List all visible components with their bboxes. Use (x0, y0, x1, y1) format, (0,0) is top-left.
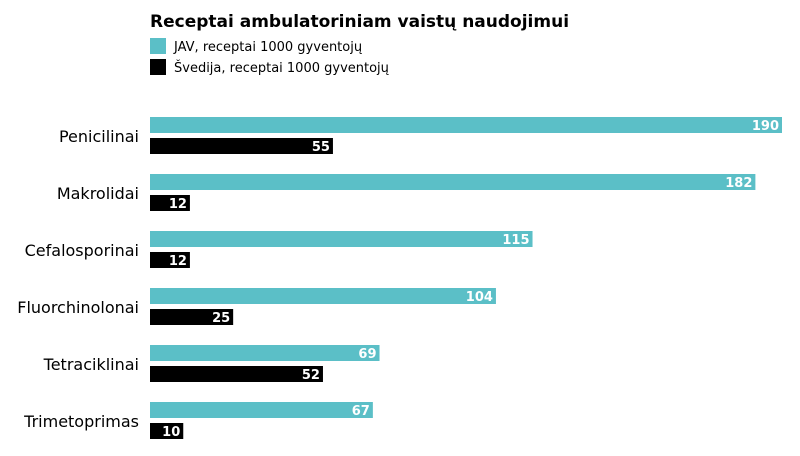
value-label-jav-tetraciklinai: 69 (358, 347, 376, 362)
bar-jav-fluorchinolonai (150, 288, 496, 304)
value-label-jav-fluorchinolonai: 104 (466, 290, 493, 305)
bar-svedija-penicilinai (150, 138, 333, 154)
legend-swatch-jav (150, 38, 166, 54)
bar-svedija-cefalosporinai (150, 252, 190, 268)
value-label-jav-cefalosporinai: 115 (502, 233, 529, 248)
category-label-makrolidai: Makrolidai (57, 184, 139, 203)
value-label-svedija-makrolidai: 12 (169, 197, 187, 212)
category-label-fluorchinolonai: Fluorchinolonai (17, 298, 139, 317)
bar-jav-penicilinai (150, 117, 782, 133)
legend-label-svedija: Švedija, receptai 1000 gyventojų (174, 60, 389, 76)
value-label-svedija-tetraciklinai: 52 (302, 368, 320, 383)
chart-title: Receptai ambulatoriniam vaistų naudojimu… (150, 12, 569, 32)
legend-swatch-svedija (150, 59, 166, 75)
bar-jav-trimetoprimas (150, 402, 373, 418)
category-label-trimetoprimas: Trimetoprimas (23, 412, 139, 431)
category-label-cefalosporinai: Cefalosporinai (25, 241, 139, 260)
bar-jav-tetraciklinai (150, 345, 380, 361)
category-label-tetraciklinai: Tetraciklinai (43, 355, 139, 374)
bar-svedija-makrolidai (150, 195, 190, 211)
bar-svedija-tetraciklinai (150, 366, 323, 382)
bar-jav-cefalosporinai (150, 231, 533, 247)
bar-svedija-trimetoprimas (150, 423, 184, 439)
category-label-penicilinai: Penicilinai (59, 127, 139, 146)
legend: JAV, receptai 1000 gyventojų Švedija, re… (150, 38, 389, 76)
value-label-jav-makrolidai: 182 (725, 176, 752, 191)
value-label-svedija-trimetoprimas: 10 (162, 425, 180, 440)
value-label-jav-trimetoprimas: 67 (352, 404, 370, 419)
value-label-svedija-fluorchinolonai: 25 (212, 311, 230, 326)
plot-area: Penicilinai 190 55 Makrolidai 182 12 Cefalospo… (17, 117, 782, 440)
legend-label-jav: JAV, receptai 1000 gyventojų (173, 40, 362, 55)
bar-jav-makrolidai (150, 174, 756, 190)
value-label-jav-penicilinai: 190 (752, 119, 779, 134)
value-label-svedija-cefalosporinai: 12 (169, 254, 187, 269)
bar-svedija-fluorchinolonai (150, 309, 234, 325)
value-label-svedija-penicilinai: 55 (312, 140, 330, 155)
